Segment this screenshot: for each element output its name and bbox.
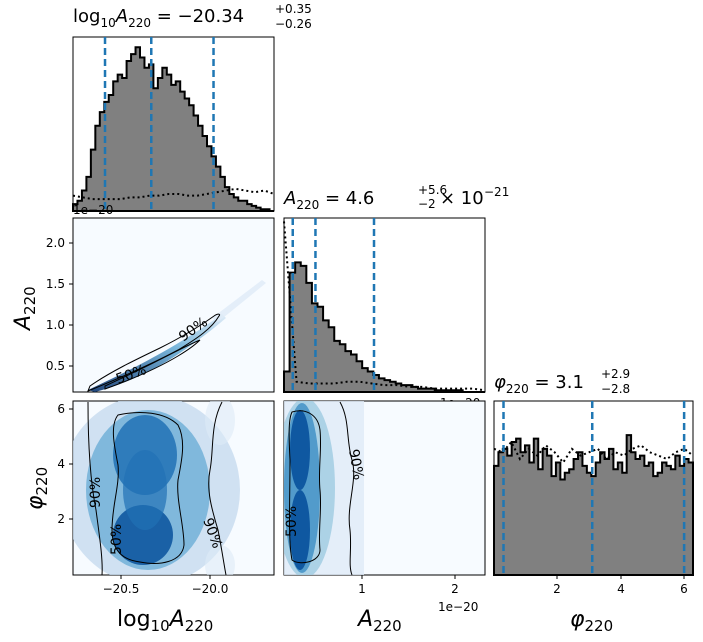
xtick-label: −20.5: [103, 582, 140, 596]
offset-text-top: 1e−20: [73, 203, 113, 217]
panel-marginal-A: A220 = 4.6 +5.6 −2 × 10 −21 1e−20: [283, 183, 509, 410]
contour-label-50: 50%: [109, 524, 125, 555]
ylabel-phi: φ220: [23, 467, 51, 510]
title-logA-sub: −0.26: [275, 17, 312, 31]
axes-background: [72, 217, 275, 393]
xtick-label: 4: [617, 582, 625, 596]
ytick-label: 0.5: [46, 359, 65, 373]
histogram-bars: [493, 434, 694, 576]
panel-2d-logA-phi: 90% 50% 90% 2 4 6 −20.5 −20.0 log10A220 …: [23, 400, 275, 635]
ytick-label: 2: [57, 512, 65, 526]
xticks-logA: −20.5 −20.0: [103, 575, 229, 596]
xtick-label: 1: [358, 582, 366, 596]
xticks-phi: 2 4 6: [553, 575, 688, 596]
title-logA-sup: +0.35: [275, 2, 312, 16]
contour-label-90: 90%: [88, 477, 104, 508]
contour-50: [104, 339, 201, 390]
ytick-label: 1.5: [46, 277, 65, 291]
density-blob: [73, 401, 240, 575]
contour-label-50: 50%: [284, 506, 300, 537]
prior-dotted-line: [283, 221, 486, 392]
histogram-bars: [283, 261, 485, 393]
density-ridge: [88, 280, 266, 392]
quantile-lines: [291, 218, 376, 392]
histogram-step: [493, 434, 694, 576]
xtick-label: 2: [553, 582, 561, 596]
contour-90: [87, 401, 227, 576]
prior-curve: [493, 440, 694, 465]
quantile-lines: [502, 401, 686, 575]
ytick-label: 4: [57, 457, 65, 471]
title-A-sup: +5.6: [418, 183, 447, 197]
title-phi-sub: −2.8: [601, 382, 630, 396]
prior-dotted-line: [493, 440, 694, 465]
xlabel-phi: φ220: [570, 607, 613, 635]
xlabel-logA: log10A220: [117, 607, 213, 635]
panel-2d-logA-A: 50% 90% 0.5 1.0 1.5 2.0 A220: [11, 217, 275, 393]
panel-2d-A-phi: 50% 90% 1 2 1e−20 A220: [283, 400, 486, 635]
title-A-tail-sup: −21: [484, 185, 509, 199]
prior-curve: [72, 187, 275, 201]
xtick-label: −20.0: [192, 582, 229, 596]
contour-label-90: 90%: [345, 448, 366, 481]
contour-50: [288, 410, 322, 564]
contour-50: [111, 411, 185, 564]
title-A-tail: × 10: [440, 188, 484, 209]
xlabel-A: A220: [356, 607, 402, 635]
xticks-A: 1 2: [358, 575, 459, 596]
panel-marginal-phi: φ220 = 3.1 +2.9 −2.8 2 4 6 φ220: [493, 367, 694, 635]
title-phi-sup: +2.9: [601, 367, 630, 381]
histogram-step: [283, 261, 485, 393]
ytick-label: 2.0: [46, 236, 65, 250]
title-logA: log10A220 = −20.34: [73, 6, 244, 30]
contour-90: [339, 401, 355, 576]
quantile-lines: [103, 37, 215, 211]
xtick-label: 6: [680, 582, 688, 596]
prior-curve: [283, 221, 486, 392]
yticks-phi: 2 4 6: [57, 402, 73, 526]
ytick-label: 1.0: [46, 318, 65, 332]
yticks-A: 0.5 1.0 1.5 2.0: [46, 236, 73, 373]
prior-dotted-line: [72, 187, 275, 201]
title-A: A220 = 4.6: [283, 188, 374, 212]
offset-text-bottom: 1e−20: [438, 600, 478, 614]
ylabel-A: A220: [11, 286, 39, 332]
title-A-sub: −2: [418, 197, 436, 211]
xtick-label: 2: [451, 582, 459, 596]
ytick-label: 6: [57, 402, 65, 416]
title-phi: φ220 = 3.1: [494, 372, 584, 396]
panel-marginal-logA: log10A220 = −20.34 +0.35 −0.26 1e−20: [72, 2, 312, 217]
